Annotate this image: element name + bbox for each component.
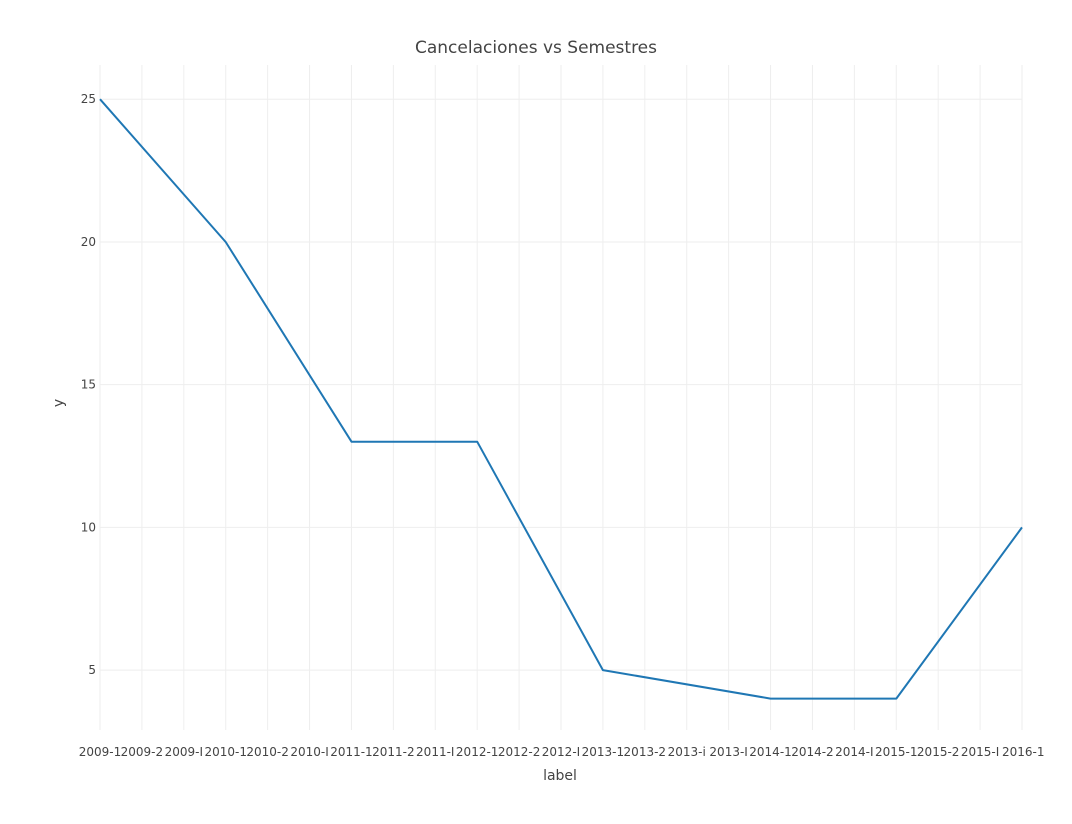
y-gridlines	[100, 98, 1022, 671]
y-tick-labels: 5 10 15 20 25	[81, 92, 96, 677]
y-axis-title: y	[51, 399, 67, 407]
x-tick-label: 2015-1	[875, 745, 918, 759]
y-tick-label: 15	[81, 378, 96, 392]
x-tick-label: 2015-I	[961, 745, 999, 759]
x-tick-label: 2012-2	[498, 745, 541, 759]
x-tick-label: 2009-I	[165, 745, 203, 759]
x-tick-label: 2013-i	[668, 745, 706, 759]
x-tick-label: 2010-1	[204, 745, 247, 759]
x-tick-label: 2013-I	[709, 745, 747, 759]
x-gridlines	[99, 65, 1023, 730]
x-tick-label: 2014-2	[791, 745, 834, 759]
x-tick-label: 2011-2	[372, 745, 415, 759]
x-tick-label: 2016-1	[1002, 745, 1045, 759]
chart-title: Cancelaciones vs Semestres	[415, 38, 657, 58]
x-tick-label: 2014-I	[835, 745, 873, 759]
x-tick-labels: 2009-1 2009-2 2009-I 2010-1 2010-2 2010-I 2011…	[79, 745, 1045, 759]
y-tick-label: 10	[81, 520, 96, 534]
x-tick-label: 2015-2	[917, 745, 960, 759]
x-tick-label: 2009-2	[121, 745, 164, 759]
x-axis-title: label	[543, 768, 577, 784]
x-tick-label: 2011-1	[330, 745, 373, 759]
series-line	[99, 98, 1023, 700]
series-layer	[99, 98, 1023, 700]
x-tick-label: 2012-I	[542, 745, 580, 759]
y-tick-label: 25	[81, 92, 96, 106]
x-tick-label: 2010-2	[246, 745, 289, 759]
y-tick-label: 5	[88, 663, 96, 677]
x-tick-label: 2011-I	[416, 745, 454, 759]
x-tick-label: 2012-1	[456, 745, 499, 759]
x-tick-label: 2014-1	[749, 745, 792, 759]
x-tick-label: 2013-2	[624, 745, 667, 759]
x-tick-label: 2009-1	[79, 745, 122, 759]
y-tick-label: 20	[81, 235, 96, 249]
x-tick-label: 2010-I	[290, 745, 328, 759]
x-tick-label: 2013-1	[582, 745, 625, 759]
